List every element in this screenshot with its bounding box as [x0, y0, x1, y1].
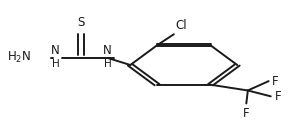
Text: Cl: Cl [175, 19, 187, 32]
Text: H: H [52, 59, 59, 69]
Text: N: N [51, 44, 60, 57]
Text: F: F [272, 75, 279, 88]
Text: N: N [103, 44, 112, 57]
Text: F: F [243, 107, 250, 120]
Text: S: S [78, 16, 85, 29]
Text: H: H [103, 59, 111, 69]
Text: H$_2$N: H$_2$N [7, 50, 31, 65]
Text: F: F [274, 90, 281, 103]
